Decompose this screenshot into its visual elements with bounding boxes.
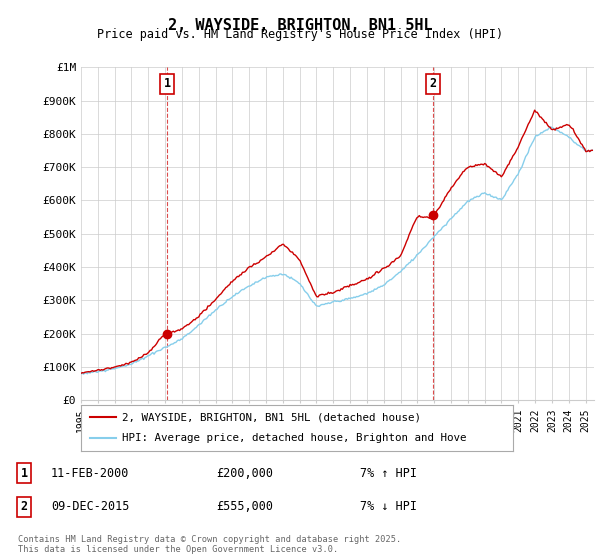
- Text: Price paid vs. HM Land Registry's House Price Index (HPI): Price paid vs. HM Land Registry's House …: [97, 28, 503, 41]
- Text: 2, WAYSIDE, BRIGHTON, BN1 5HL: 2, WAYSIDE, BRIGHTON, BN1 5HL: [167, 18, 433, 33]
- Text: 2: 2: [20, 500, 28, 514]
- Text: 7% ↑ HPI: 7% ↑ HPI: [360, 466, 417, 480]
- Text: 2: 2: [430, 77, 436, 90]
- Text: £200,000: £200,000: [216, 466, 273, 480]
- Text: 1: 1: [164, 77, 170, 90]
- Text: 2, WAYSIDE, BRIGHTON, BN1 5HL (detached house): 2, WAYSIDE, BRIGHTON, BN1 5HL (detached …: [122, 412, 421, 422]
- Text: Contains HM Land Registry data © Crown copyright and database right 2025.
This d: Contains HM Land Registry data © Crown c…: [18, 535, 401, 554]
- Text: £555,000: £555,000: [216, 500, 273, 514]
- Text: 09-DEC-2015: 09-DEC-2015: [51, 500, 130, 514]
- Text: 11-FEB-2000: 11-FEB-2000: [51, 466, 130, 480]
- Text: 7% ↓ HPI: 7% ↓ HPI: [360, 500, 417, 514]
- Text: HPI: Average price, detached house, Brighton and Hove: HPI: Average price, detached house, Brig…: [122, 433, 467, 444]
- Text: 1: 1: [20, 466, 28, 480]
